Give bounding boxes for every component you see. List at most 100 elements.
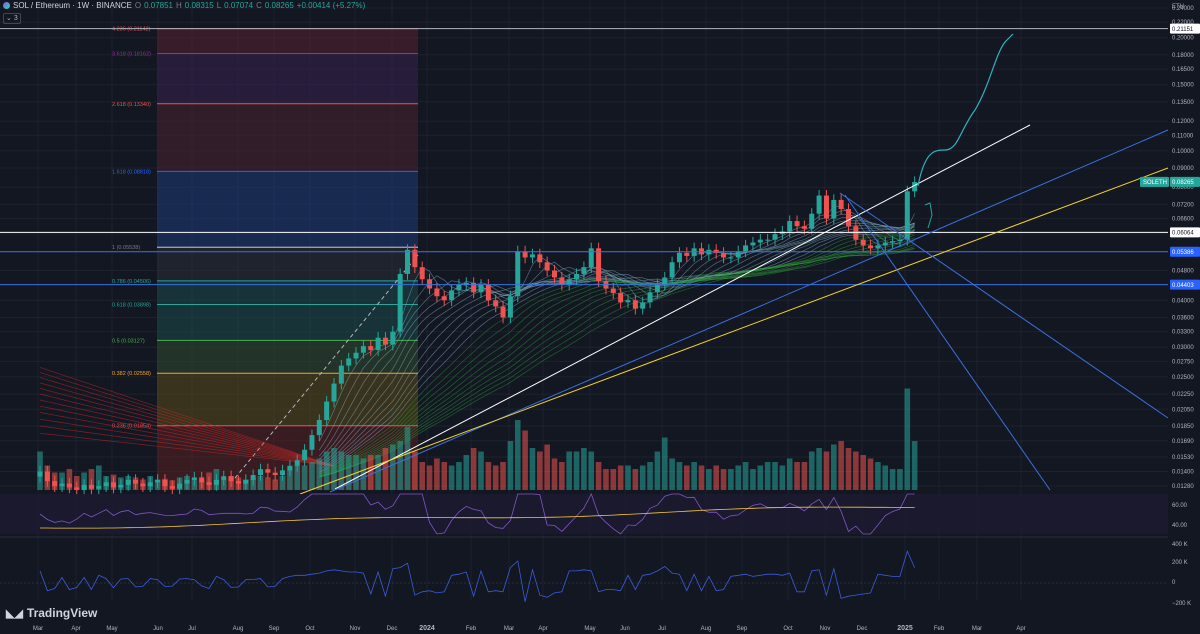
ribbon bbox=[319, 230, 915, 475]
volume-bar bbox=[669, 458, 675, 490]
volume-bar bbox=[911, 441, 918, 490]
volume-bar bbox=[676, 462, 683, 490]
volume-bar bbox=[639, 465, 646, 490]
candle-body bbox=[868, 245, 874, 249]
candle-body bbox=[669, 262, 675, 278]
candle-body bbox=[647, 292, 653, 303]
y-tick-label: 0.02500 bbox=[1172, 375, 1194, 381]
x-tick-label: Feb bbox=[466, 626, 477, 632]
candle-body bbox=[162, 479, 168, 487]
ribbon bbox=[319, 248, 915, 478]
rsi-ma-line bbox=[40, 506, 915, 529]
candle-body bbox=[103, 482, 109, 487]
volume-bar bbox=[684, 465, 690, 490]
candle-body bbox=[346, 358, 352, 366]
osc-level-label: −200 K bbox=[1172, 601, 1191, 607]
rsi-pane bbox=[0, 492, 1168, 538]
volume-bar bbox=[588, 451, 595, 490]
ribbon-red bbox=[39, 382, 335, 467]
volume-bar bbox=[610, 469, 617, 490]
candle-body bbox=[118, 484, 124, 488]
candle-body bbox=[368, 346, 374, 350]
volume-bar bbox=[757, 465, 764, 490]
candle-body bbox=[912, 181, 918, 192]
price-label: 0.06064 bbox=[1172, 231, 1194, 237]
y-tick-label: 0.12000 bbox=[1172, 119, 1194, 125]
candle-body bbox=[258, 469, 263, 476]
candle-body bbox=[382, 337, 388, 345]
price-label-bg bbox=[1170, 23, 1200, 34]
projection-path bbox=[917, 33, 1014, 187]
volume-bar bbox=[265, 477, 271, 490]
volume-bar bbox=[706, 469, 712, 490]
time-axis[interactable]: Mar Apr May Jun Jul Aug Sep Oct Nov Dec 2024 Feb Mar… bbox=[33, 625, 1026, 632]
ribbon-red bbox=[39, 412, 335, 467]
candle-body bbox=[316, 419, 322, 436]
x-tick-label: 2025 bbox=[897, 625, 913, 632]
candle-body bbox=[184, 479, 190, 484]
volume-bar bbox=[853, 451, 859, 490]
candle-body bbox=[846, 208, 851, 227]
close-label: C bbox=[256, 1, 262, 10]
fib-zone bbox=[157, 304, 418, 341]
candle-body bbox=[552, 270, 557, 278]
volume-bar bbox=[632, 469, 639, 490]
volume-bar bbox=[478, 451, 484, 490]
price-axis[interactable]: 0.24000 0.22000 0.20000 0.18000 0.16500 0.150… bbox=[1140, 4, 1200, 607]
candle-body bbox=[765, 239, 771, 241]
candle-body bbox=[199, 477, 205, 483]
volume-bar bbox=[831, 444, 837, 490]
symbol-title[interactable]: SOL / Ethereum · 1W · BINANCE bbox=[13, 1, 132, 10]
volume-bar bbox=[823, 451, 830, 490]
volume-bar bbox=[764, 462, 771, 490]
candle-body bbox=[169, 486, 175, 489]
change-value: +0.00414 (+5.27%) bbox=[296, 1, 366, 10]
candle-body bbox=[897, 239, 903, 242]
ribbon bbox=[319, 247, 915, 478]
price-label: 0.05386 bbox=[1172, 250, 1194, 256]
candle-body bbox=[640, 302, 646, 309]
y-tick-label: 0.01690 bbox=[1172, 439, 1194, 445]
y-tick-label: 0.07200 bbox=[1172, 202, 1194, 208]
x-tick-label: Nov bbox=[350, 626, 361, 632]
volume-bar bbox=[514, 420, 521, 490]
ribbon-red bbox=[39, 367, 335, 467]
y-tick-label: 0.02250 bbox=[1172, 392, 1194, 398]
y-tick-label: 0.03600 bbox=[1172, 315, 1194, 321]
chevron-down-icon: ⌄ bbox=[6, 15, 12, 22]
trendline-blue bbox=[329, 129, 1169, 493]
candle-body bbox=[66, 483, 72, 488]
y-tick-label: 0.22000 bbox=[1172, 20, 1194, 26]
x-tick-label: Feb bbox=[934, 626, 945, 632]
volume-bar bbox=[522, 430, 528, 490]
volume-bar bbox=[882, 465, 889, 490]
tradingview-logo[interactable]: ◣◢ TradingView bbox=[6, 606, 97, 620]
candle-body bbox=[728, 257, 734, 259]
volume-bar bbox=[617, 465, 624, 490]
candle-body bbox=[324, 401, 330, 420]
y-tick-label: 0.04800 bbox=[1172, 269, 1194, 275]
candle-body bbox=[155, 479, 161, 483]
volume-bar bbox=[838, 441, 844, 490]
candle-body bbox=[250, 475, 256, 480]
volume-bar bbox=[441, 462, 448, 490]
currency-label: ETH bbox=[1172, 4, 1184, 10]
candle-body bbox=[588, 248, 594, 268]
candle-body bbox=[522, 251, 528, 258]
indicator-count-badge[interactable]: ⌄ 3 bbox=[3, 13, 21, 24]
candle-body bbox=[544, 262, 550, 271]
indicator-count: 3 bbox=[13, 15, 18, 22]
volume-bar bbox=[816, 448, 822, 490]
candle-body bbox=[52, 481, 58, 487]
volume-bar bbox=[470, 448, 477, 490]
volume-bar bbox=[904, 388, 911, 490]
candle-body bbox=[537, 254, 543, 263]
y-tick-label: 0.01280 bbox=[1172, 484, 1194, 490]
logo-text: TradingView bbox=[26, 606, 98, 620]
ribbon bbox=[319, 222, 915, 468]
candle-body bbox=[449, 290, 455, 301]
candle-body bbox=[684, 252, 690, 256]
y-tick-label: 0.16500 bbox=[1172, 67, 1194, 73]
ribbon bbox=[319, 219, 915, 464]
